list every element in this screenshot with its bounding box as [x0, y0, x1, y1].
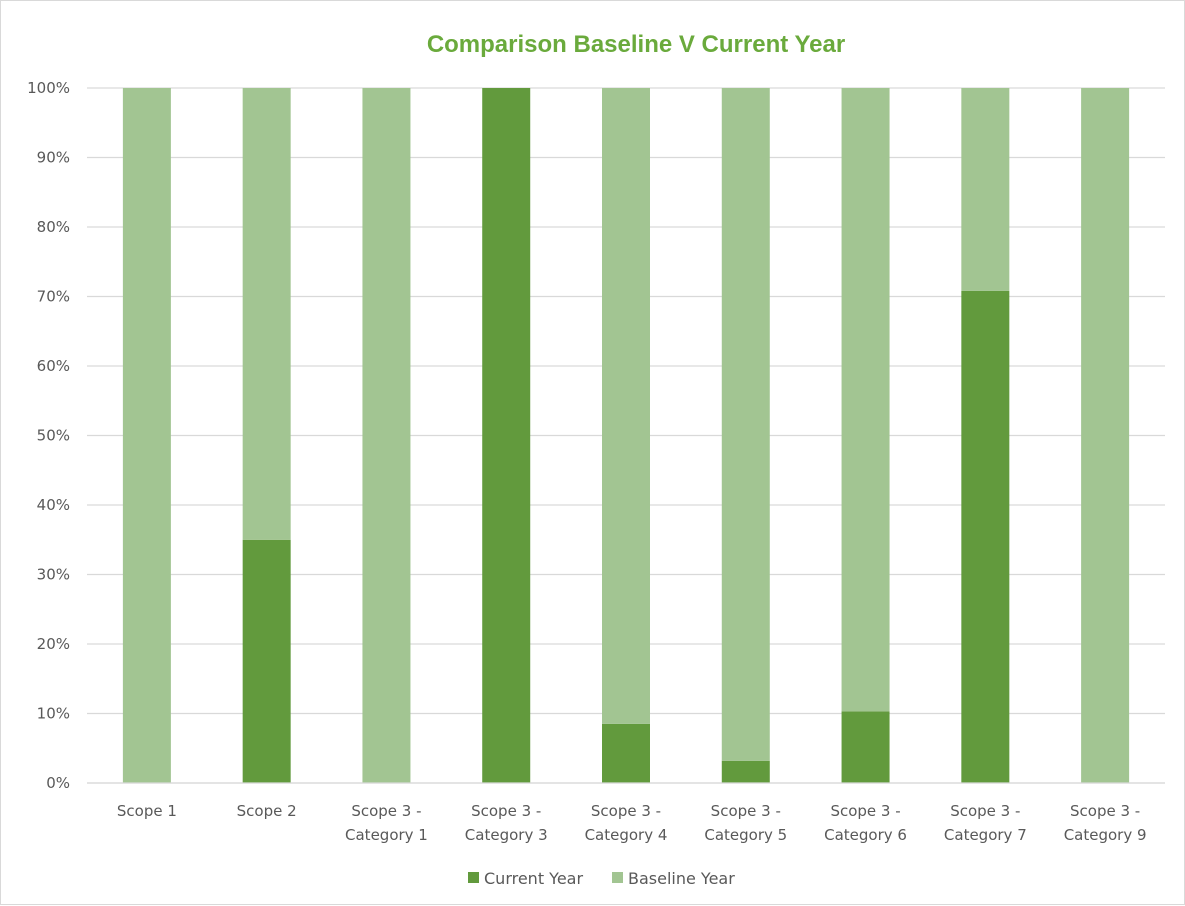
y-tick-label: 60%: [37, 357, 70, 375]
x-tick-label: Scope 3 -Category 3: [465, 802, 548, 844]
x-tick-label: Scope 1: [117, 802, 177, 820]
y-tick-label: 70%: [37, 288, 70, 306]
y-tick-label: 0%: [46, 774, 70, 792]
bar-current-year: [721, 760, 770, 783]
y-tick-label: 10%: [37, 705, 70, 723]
bar-baseline-year: [602, 88, 650, 724]
x-axis: Scope 1 Scope 2 Scope 3 -Category 1 Scope 3…: [87, 782, 1165, 844]
bar-baseline-year: [961, 88, 1010, 291]
bar-baseline-year: [721, 88, 770, 761]
y-axis: 0% 10% 20% 30% 40% 50% 60% 70% 80% 90% 100%: [27, 79, 70, 792]
x-tick-label: Scope 3 -Category 1: [345, 802, 428, 844]
bar-current-year: [242, 539, 291, 783]
bar-baseline-year: [362, 88, 411, 783]
y-tick-label: 20%: [37, 635, 70, 653]
legend-label-baseline-year: Baseline Year: [628, 869, 735, 888]
x-tick-label: Scope 3 -Category 4: [585, 802, 668, 844]
y-tick-label: 80%: [37, 218, 70, 236]
chart-title: Comparison Baseline V Current Year: [427, 31, 845, 58]
y-tick-label: 30%: [37, 566, 70, 584]
legend-label-current-year: Current Year: [484, 869, 583, 888]
y-tick-label: 90%: [37, 149, 70, 167]
bar-current-year: [482, 88, 531, 783]
bar-current-year: [961, 290, 1010, 783]
bars: [122, 88, 1130, 783]
legend-swatch-current-year: [468, 872, 479, 883]
x-tick-label: Scope 3 -Category 9: [1064, 802, 1147, 844]
bar-current-year: [602, 723, 650, 783]
y-tick-label: 40%: [37, 496, 70, 514]
x-tick-label: Scope 3 -Category 5: [704, 802, 787, 844]
legend-swatch-baseline-year: [612, 872, 623, 883]
bar-baseline-year: [841, 88, 890, 712]
x-tick-label: Scope 3 -Category 6: [824, 802, 907, 844]
bar-baseline-year: [242, 88, 291, 540]
y-tick-label: 100%: [27, 79, 70, 97]
bar-baseline-year: [1081, 88, 1130, 783]
bar-current-year: [841, 711, 890, 783]
legend: Current Year Baseline Year: [468, 869, 735, 888]
bar-baseline-year: [122, 88, 171, 783]
x-tick-label: Scope 3 -Category 7: [944, 802, 1027, 844]
x-tick-label: Scope 2: [237, 802, 297, 820]
y-tick-label: 50%: [37, 427, 70, 445]
